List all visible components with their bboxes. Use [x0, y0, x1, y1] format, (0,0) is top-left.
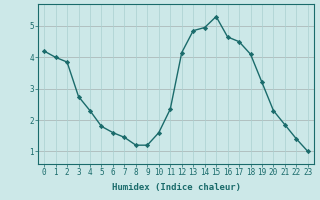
X-axis label: Humidex (Indice chaleur): Humidex (Indice chaleur) [111, 183, 241, 192]
